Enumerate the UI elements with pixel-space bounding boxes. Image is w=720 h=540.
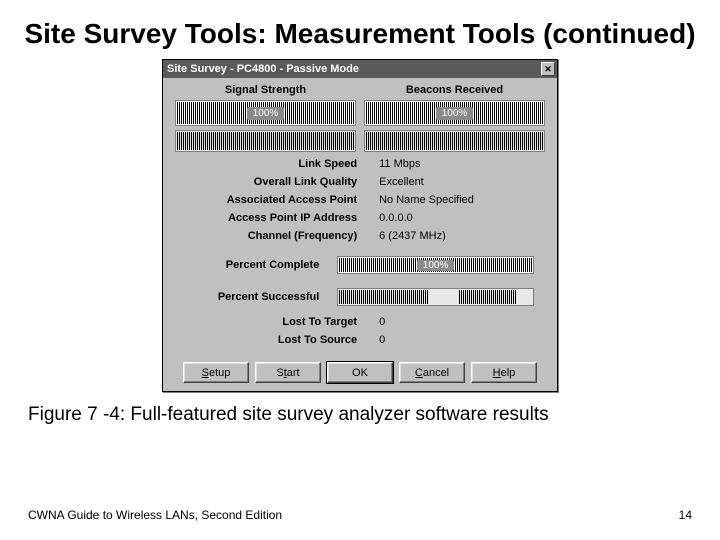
- signal-percent-bar: 100%: [175, 100, 356, 126]
- signal-header: Signal Strength: [171, 84, 360, 96]
- row-percent-complete: Percent Complete 100%: [171, 256, 549, 274]
- percent-complete-label: 100%: [417, 260, 455, 271]
- window-title: Site Survey - PC4800 - Passive Mode: [165, 63, 541, 75]
- label-assoc-ap: Associated Access Point: [171, 194, 375, 206]
- signal-history-bar: [175, 130, 356, 152]
- window-client: Signal Strength 100% Beacons Received: [163, 78, 557, 391]
- label-percent-successful: Percent Successful: [171, 291, 337, 303]
- setup-button[interactable]: Setup: [183, 362, 249, 383]
- beacons-percent-bar: 100%: [364, 100, 545, 126]
- figure-caption: Figure 7 -4: Full-featured site survey a…: [28, 404, 720, 426]
- slide-footer: CWNA Guide to Wireless LANs, Second Edit…: [28, 508, 692, 522]
- figure-container: Site Survey - PC4800 - Passive Mode ✕ Si…: [0, 59, 720, 392]
- value-ap-ip: 0.0.0.0: [375, 212, 549, 224]
- titlebar: Site Survey - PC4800 - Passive Mode ✕: [163, 60, 557, 78]
- label-link-speed: Link Speed: [171, 158, 375, 170]
- label-lost-target: Lost To Target: [171, 316, 375, 328]
- percent-complete-bar: 100%: [337, 256, 534, 274]
- row-ap-ip: Access Point IP Address 0.0.0.0: [171, 212, 549, 224]
- value-overall-quality: Excellent: [375, 176, 549, 188]
- cancel-button[interactable]: Cancel: [399, 362, 465, 383]
- footer-left: CWNA Guide to Wireless LANs, Second Edit…: [28, 508, 282, 522]
- row-assoc-ap: Associated Access Point No Name Specifie…: [171, 194, 549, 206]
- label-percent-complete: Percent Complete: [171, 259, 337, 271]
- beacons-column: Beacons Received 100%: [360, 84, 549, 152]
- label-channel: Channel (Frequency): [171, 230, 375, 242]
- beacons-history-fill: [366, 132, 543, 150]
- ok-button[interactable]: OK: [327, 362, 393, 383]
- row-overall-quality: Overall Link Quality Excellent: [171, 176, 549, 188]
- percent-successful-seg1: [339, 290, 428, 304]
- beacons-history-bar: [364, 130, 545, 152]
- value-link-speed: 11 Mbps: [375, 158, 549, 170]
- row-link-speed: Link Speed 11 Mbps: [171, 158, 549, 170]
- app-window: Site Survey - PC4800 - Passive Mode ✕ Si…: [162, 59, 558, 392]
- value-lost-source: 0: [375, 334, 549, 346]
- row-channel: Channel (Frequency) 6 (2437 MHz): [171, 230, 549, 242]
- start-button[interactable]: Start: [255, 362, 321, 383]
- help-button[interactable]: Help: [471, 362, 537, 383]
- label-overall-quality: Overall Link Quality: [171, 176, 375, 188]
- signal-percent-label: 100%: [247, 107, 285, 120]
- slide: Site Survey Tools: Measurement Tools (co…: [0, 0, 720, 540]
- label-lost-source: Lost To Source: [171, 334, 375, 346]
- value-lost-target: 0: [375, 316, 549, 328]
- row-lost-source: Lost To Source 0: [171, 334, 549, 346]
- value-channel: 6 (2437 MHz): [375, 230, 549, 242]
- close-icon[interactable]: ✕: [541, 62, 555, 76]
- footer-page-number: 14: [679, 508, 692, 522]
- slide-title: Site Survey Tools: Measurement Tools (co…: [0, 0, 720, 51]
- signal-column: Signal Strength 100%: [171, 84, 360, 152]
- signal-history-fill: [177, 132, 354, 150]
- percent-successful-bar: [337, 288, 534, 306]
- row-percent-successful: Percent Successful: [171, 288, 549, 306]
- percent-successful-seg2: [459, 290, 517, 304]
- beacons-header: Beacons Received: [360, 84, 549, 96]
- beacons-percent-label: 100%: [436, 107, 474, 120]
- meter-headers: Signal Strength 100% Beacons Received: [171, 84, 549, 152]
- label-ap-ip: Access Point IP Address: [171, 212, 375, 224]
- row-lost-target: Lost To Target 0: [171, 316, 549, 328]
- button-row: Setup Start OK Cancel Help: [171, 362, 549, 383]
- value-assoc-ap: No Name Specified: [375, 194, 549, 206]
